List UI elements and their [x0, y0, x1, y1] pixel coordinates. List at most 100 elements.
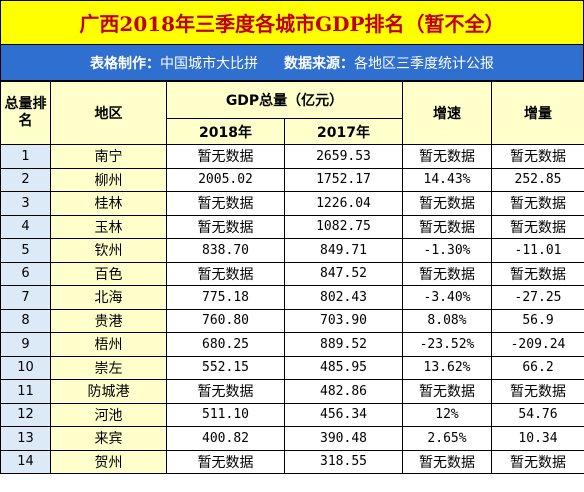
header-2017: 2017年 — [284, 118, 403, 145]
maker-value: 中国城市大比拼 — [160, 55, 258, 72]
increase-cell: 暂无数据 — [491, 379, 584, 404]
gdp-2017-cell: 1752.17 — [284, 167, 403, 192]
growth-cell: 暂无数据 — [402, 261, 492, 286]
increase-cell: 56.9 — [491, 308, 584, 333]
header-gdp: GDP总量（亿元） — [166, 81, 403, 119]
gdp-2017-cell: 390.48 — [284, 426, 403, 451]
gdp-2018-cell: 暂无数据 — [166, 214, 285, 239]
increase-cell: 252.85 — [491, 167, 584, 192]
gdp-2018-cell: 暂无数据 — [166, 379, 285, 404]
city-cell: 南宁 — [50, 144, 167, 169]
gdp-2017-cell: 889.52 — [284, 332, 403, 357]
increase-cell: 暂无数据 — [491, 261, 584, 286]
gdp-2017-cell: 485.95 — [284, 355, 403, 380]
city-cell: 梧州 — [50, 332, 167, 357]
growth-cell: 暂无数据 — [402, 144, 492, 169]
rank-cell: 10 — [0, 355, 51, 380]
rank-cell: 3 — [0, 191, 51, 216]
rank-cell: 9 — [0, 332, 51, 357]
rank-cell: 14 — [0, 449, 51, 474]
title-text: 广西2018年三季度各城市GDP排名（暂不全） — [79, 12, 505, 36]
header-rank: 总量排名 — [0, 81, 51, 145]
city-cell: 钦州 — [50, 238, 167, 263]
header-2018: 2018年 — [166, 118, 285, 145]
increase-cell: 66.2 — [491, 355, 584, 380]
gdp-2018-cell: 511.10 — [166, 402, 285, 427]
gdp-2017-cell: 703.90 — [284, 308, 403, 333]
table-body: 1 南宁 暂无数据 2659.53 暂无数据 暂无数据 2 柳州 2005.02 1752.17 1… — [0, 144, 584, 474]
gdp-2018-cell: 暂无数据 — [166, 261, 285, 286]
city-cell: 河池 — [50, 402, 167, 427]
rank-cell: 7 — [0, 285, 51, 310]
rank-cell: 5 — [0, 238, 51, 263]
table-row: 2 柳州 2005.02 1752.17 14.43% 252.85 — [0, 167, 584, 192]
table-row: 7 北海 775.18 802.43 -3.40% -27.25 — [0, 285, 584, 310]
increase-cell: 54.76 — [491, 402, 584, 427]
gdp-2017-cell: 1082.75 — [284, 214, 403, 239]
growth-cell: 暂无数据 — [402, 449, 492, 474]
gdp-2018-cell: 暂无数据 — [166, 449, 285, 474]
data-source-value: 各地区三季度统计公报 — [354, 55, 494, 72]
growth-cell: 暂无数据 — [402, 379, 492, 404]
city-cell: 贺州 — [50, 449, 167, 474]
gdp-2018-cell: 680.25 — [166, 332, 285, 357]
growth-cell: 12% — [402, 402, 492, 427]
rank-cell: 4 — [0, 214, 51, 239]
rank-cell: 11 — [0, 379, 51, 404]
gdp-2018-cell: 760.80 — [166, 308, 285, 333]
city-cell: 桂林 — [50, 191, 167, 216]
city-cell: 崇左 — [50, 355, 167, 380]
page-title: 广西2018年三季度各城市GDP排名（暂不全） — [0, 0, 584, 45]
growth-cell: 暂无数据 — [402, 191, 492, 216]
gdp-2018-cell: 400.82 — [166, 426, 285, 451]
table-row: 4 玉林 暂无数据 1082.75 暂无数据 暂无数据 — [0, 214, 584, 239]
city-cell: 贵港 — [50, 308, 167, 333]
increase-cell: 暂无数据 — [491, 144, 584, 169]
rank-cell: 8 — [0, 308, 51, 333]
growth-cell: 13.62% — [402, 355, 492, 380]
gdp-2017-cell: 318.55 — [284, 449, 403, 474]
city-cell: 柳州 — [50, 167, 167, 192]
increase-cell: -27.25 — [491, 285, 584, 310]
growth-cell: -23.52% — [402, 332, 492, 357]
table-row: 5 钦州 838.70 849.71 -1.30% -11.01 — [0, 238, 584, 263]
increase-cell: 暂无数据 — [491, 214, 584, 239]
table-row: 8 贵港 760.80 703.90 8.08% 56.9 — [0, 308, 584, 333]
increase-cell: -209.24 — [491, 332, 584, 357]
rank-cell: 2 — [0, 167, 51, 192]
rank-cell: 13 — [0, 426, 51, 451]
city-cell: 百色 — [50, 261, 167, 286]
gdp-2017-cell: 1226.04 — [284, 191, 403, 216]
table-row: 12 河池 511.10 456.34 12% 54.76 — [0, 402, 584, 427]
data-source-label: 数据来源： — [284, 55, 354, 72]
header-increase: 增量 — [491, 81, 584, 145]
table-row: 9 梧州 680.25 889.52 -23.52% -209.24 — [0, 332, 584, 357]
gdp-2018-cell: 暂无数据 — [166, 144, 285, 169]
table-row: 3 桂林 暂无数据 1226.04 暂无数据 暂无数据 — [0, 191, 584, 216]
gdp-2017-cell: 849.71 — [284, 238, 403, 263]
gdp-2018-cell: 775.18 — [166, 285, 285, 310]
header-growth: 增速 — [402, 81, 492, 145]
table-row: 11 防城港 暂无数据 482.86 暂无数据 暂无数据 — [0, 379, 584, 404]
growth-cell: -3.40% — [402, 285, 492, 310]
city-cell: 防城港 — [50, 379, 167, 404]
gdp-2017-cell: 847.52 — [284, 261, 403, 286]
maker-label: 表格制作： — [90, 55, 160, 72]
table-row: 10 崇左 552.15 485.95 13.62% 66.2 — [0, 355, 584, 380]
city-cell: 来宾 — [50, 426, 167, 451]
growth-cell: -1.30% — [402, 238, 492, 263]
increase-cell: -11.01 — [491, 238, 584, 263]
gdp-2018-cell: 暂无数据 — [166, 191, 285, 216]
gdp-2017-cell: 482.86 — [284, 379, 403, 404]
gdp-2018-cell: 838.70 — [166, 238, 285, 263]
increase-cell: 10.34 — [491, 426, 584, 451]
table-row: 6 百色 暂无数据 847.52 暂无数据 暂无数据 — [0, 261, 584, 286]
source-bar: 表格制作： 中国城市大比拼 数据来源： 各地区三季度统计公报 — [0, 45, 584, 81]
rank-cell: 12 — [0, 402, 51, 427]
table-row: 14 贺州 暂无数据 318.55 暂无数据 暂无数据 — [0, 449, 584, 474]
city-cell: 北海 — [50, 285, 167, 310]
gdp-2017-cell: 802.43 — [284, 285, 403, 310]
header-region: 地区 — [50, 81, 167, 145]
gdp-2018-cell: 552.15 — [166, 355, 285, 380]
increase-cell: 暂无数据 — [491, 449, 584, 474]
